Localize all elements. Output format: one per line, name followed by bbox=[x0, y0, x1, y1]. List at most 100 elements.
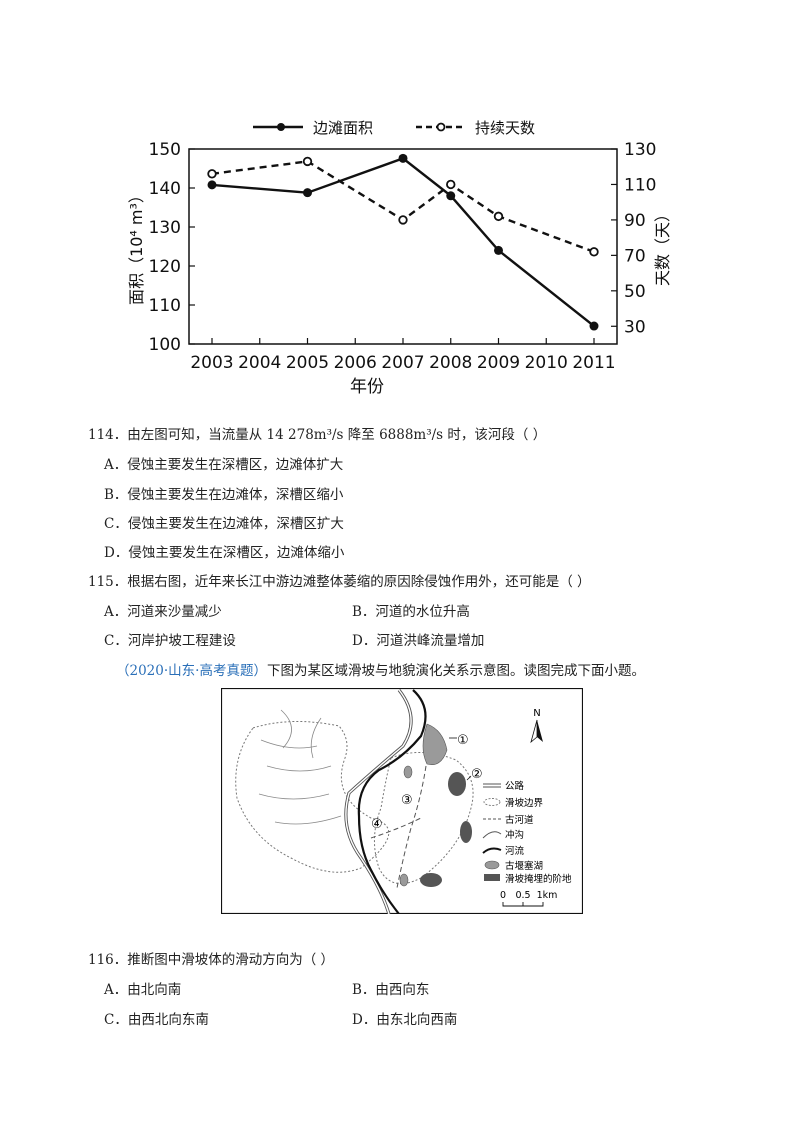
x-tick-label: 2006 bbox=[334, 353, 377, 373]
question-116-option-d[interactable]: D．由东北向西南 bbox=[352, 1012, 458, 1028]
x-tick-label: 2005 bbox=[286, 353, 329, 373]
buried-terraces bbox=[420, 772, 472, 887]
right-axis-ticks: 30 50 70 90 110 130 bbox=[624, 140, 656, 337]
days-point bbox=[302, 156, 313, 167]
x-tick-label: 2007 bbox=[381, 353, 424, 373]
x-tick-label: 2003 bbox=[190, 353, 233, 373]
days-point bbox=[446, 179, 456, 190]
left-tick-label: 100 bbox=[149, 335, 181, 355]
question-116-option-c[interactable]: C．由西北向东南 bbox=[104, 1012, 209, 1028]
question-116-option-b[interactable]: B．由西向东 bbox=[352, 982, 430, 998]
gullies bbox=[258, 709, 342, 825]
x-tick-label: 2008 bbox=[429, 353, 472, 373]
line-chart: 边滩面积 持续天数 100 110 120 130 140 150 30 50 70 90 110… bbox=[127, 119, 672, 397]
days-line bbox=[211, 160, 595, 253]
dammed-lake-3 bbox=[399, 873, 409, 887]
x-axis-label: 年份 bbox=[350, 377, 384, 397]
question-115-option-a[interactable]: A．河道来沙量减少 bbox=[104, 604, 222, 620]
left-tick-label: 120 bbox=[149, 257, 181, 277]
left-tick-label: 150 bbox=[149, 140, 181, 160]
terrace-1 bbox=[448, 772, 466, 796]
legend-river: 河流 bbox=[505, 845, 525, 857]
x-axis-ticks: 2003 2004 2005 2006 2007 2008 2009 2010 2011 bbox=[190, 353, 615, 373]
terrace-3 bbox=[420, 873, 442, 887]
north-arrow-icon: N bbox=[530, 708, 543, 744]
question-115-option-b[interactable]: B．河道的水位升高 bbox=[352, 604, 470, 620]
question-115-option-c[interactable]: C．河岸护坡工程建设 bbox=[104, 633, 236, 649]
series-days bbox=[207, 156, 599, 257]
river bbox=[357, 689, 427, 914]
area-point bbox=[446, 191, 456, 201]
legend-road: 公路 bbox=[505, 780, 525, 792]
area-point bbox=[589, 321, 599, 331]
marker-2: ② bbox=[471, 767, 483, 782]
legend-dammed-lake: 古堰塞湖 bbox=[505, 860, 543, 872]
scale-bar: 0 0.5 1km bbox=[500, 890, 558, 907]
slide-boundary-west bbox=[235, 721, 390, 873]
right-tick-label: 50 bbox=[624, 282, 646, 302]
area-line bbox=[211, 157, 595, 328]
left-axis-ticks: 100 110 120 130 140 150 bbox=[149, 140, 181, 355]
right-tick-label: 70 bbox=[624, 246, 646, 266]
terrace-2 bbox=[460, 821, 472, 843]
days-point bbox=[589, 247, 599, 257]
map-legend: 公路 滑坡边界 古河道 冲沟 河流 古堰塞湖 滑坡掩埋的阶地 bbox=[482, 780, 572, 885]
right-tick-label: 90 bbox=[624, 211, 646, 231]
left-tick-label: 140 bbox=[149, 179, 181, 199]
question-114-option-c[interactable]: C．侵蚀主要发生在边滩体，深槽区扩大 bbox=[104, 516, 344, 532]
legend-slide-boundary: 滑坡边界 bbox=[505, 797, 544, 809]
right-tick-label: 130 bbox=[624, 140, 656, 160]
section-intro: （2020·山东·高考真题）下图为某区域滑坡与地貌演化关系示意图。读图完成下面小… bbox=[116, 659, 645, 679]
series-area bbox=[207, 153, 599, 331]
svg-text:0.5: 0.5 bbox=[515, 890, 530, 901]
left-tick-label: 130 bbox=[149, 218, 181, 238]
left-tick-label: 110 bbox=[149, 296, 181, 316]
ancient-channel-branch bbox=[370, 817, 422, 839]
marker-3: ③ bbox=[401, 793, 413, 808]
source-tag: （2020·山东·高考真题） bbox=[116, 663, 267, 679]
svg-text:N: N bbox=[533, 708, 540, 719]
area-point bbox=[207, 180, 217, 190]
legend-label-days: 持续天数 bbox=[475, 119, 535, 137]
right-axis-label: 天数（天） bbox=[653, 206, 672, 286]
landslide-map: ① ② ③ ④ N 公路 滑坡边界 古河道 冲沟 河流 古堰塞湖 滑坡掩埋的阶地… bbox=[221, 688, 583, 914]
legend-label-area: 边滩面积 bbox=[313, 119, 373, 137]
dammed-lake-1 bbox=[422, 723, 448, 765]
right-tick-label: 110 bbox=[624, 175, 656, 195]
plot-frame bbox=[188, 148, 618, 345]
intro-text: 下图为某区域滑坡与地貌演化关系示意图。读图完成下面小题。 bbox=[266, 663, 645, 679]
question-114-option-d[interactable]: D．侵蚀主要发生在深槽区，边滩体缩小 bbox=[104, 545, 345, 561]
x-tick-label: 2011 bbox=[572, 353, 615, 373]
question-115-option-d[interactable]: D．河道洪峰流量增加 bbox=[352, 633, 485, 649]
legend-gully: 冲沟 bbox=[505, 829, 524, 841]
marker-1: ① bbox=[457, 733, 469, 748]
days-point bbox=[493, 211, 504, 222]
legend-marker-solid bbox=[277, 123, 285, 131]
map-markers: ① ② ③ ④ bbox=[371, 733, 483, 832]
chart-legend: 边滩面积 持续天数 bbox=[253, 119, 535, 137]
question-114-option-b[interactable]: B．侵蚀主要发生在边滩体，深槽区缩小 bbox=[104, 487, 344, 503]
tick-marks bbox=[189, 148, 617, 345]
legend-buried-terrace: 滑坡掩埋的阶地 bbox=[505, 873, 572, 885]
question-115-stem: 115．根据右图，近年来长江中游边滩整体萎缩的原因除侵蚀作用外，还可能是（ ） bbox=[88, 574, 591, 590]
svg-text:0: 0 bbox=[500, 890, 506, 901]
x-tick-label: 2009 bbox=[477, 353, 520, 373]
x-tick-label: 2004 bbox=[238, 353, 281, 373]
question-116-stem: 116．推断图中滑坡体的滑动方向为（ ） bbox=[88, 952, 335, 968]
svg-text:1km: 1km bbox=[537, 890, 558, 901]
question-114-stem: 114．由左图可知，当流量从 14 278m³/s 降至 6888m³/s 时，… bbox=[88, 427, 547, 443]
area-point bbox=[494, 245, 503, 255]
right-tick-label: 30 bbox=[624, 317, 646, 337]
days-point bbox=[398, 215, 408, 225]
legend-ancient-channel: 古河道 bbox=[505, 814, 534, 826]
area-point bbox=[303, 188, 312, 198]
days-point bbox=[207, 169, 217, 179]
x-tick-label: 2010 bbox=[525, 353, 568, 373]
question-114-option-a[interactable]: A．侵蚀主要发生在深槽区，边滩体扩大 bbox=[104, 457, 344, 473]
dammed-lake-2 bbox=[403, 765, 413, 779]
ancient-channel bbox=[396, 765, 427, 889]
area-point bbox=[398, 153, 408, 163]
legend-marker-dashed bbox=[436, 122, 446, 132]
question-116-option-a[interactable]: A．由北向南 bbox=[104, 982, 182, 998]
left-axis-label: 面积（10⁴ m³） bbox=[127, 187, 146, 305]
